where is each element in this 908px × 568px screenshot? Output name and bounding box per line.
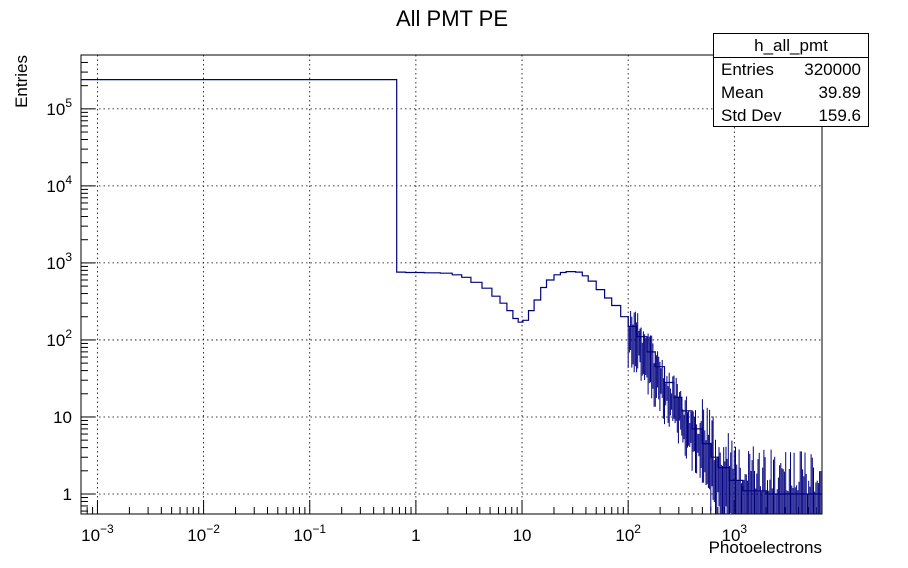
stats-label: Std Dev — [721, 104, 781, 127]
stats-value: 39.89 — [818, 81, 861, 104]
y-tick-label: 10 — [53, 408, 72, 427]
x-tick-label: 10−1 — [293, 522, 326, 545]
stats-value: 320000 — [804, 58, 861, 81]
chart-title: All PMT PE — [396, 6, 508, 31]
stats-row-entries: Entries 320000 — [714, 58, 868, 81]
y-tick-label: 102 — [46, 327, 72, 350]
y-axis-label: Entries — [12, 55, 31, 108]
y-tick-label: 1 — [63, 485, 72, 504]
stats-row-mean: Mean 39.89 — [714, 81, 868, 104]
x-tick-labels: 10−3 10−2 10−1 1 10 102 103 — [81, 522, 747, 545]
stats-row-stddev: Std Dev 159.6 — [714, 104, 868, 127]
x-tick-label: 10 — [513, 526, 532, 545]
x-tick-label: 1 — [411, 526, 420, 545]
x-axis-label: Photoelectrons — [709, 538, 822, 557]
y-tick-label: 104 — [46, 173, 72, 196]
y-tick-label: 103 — [46, 250, 72, 273]
x-tick-label: 10−2 — [187, 522, 220, 545]
stats-label: Entries — [721, 58, 774, 81]
stats-box-title: h_all_pmt — [714, 34, 868, 58]
x-tick-label: 102 — [615, 522, 641, 545]
y-tick-labels: 1 10 102 103 104 105 — [46, 96, 72, 504]
stats-box: h_all_pmt Entries 320000 Mean 39.89 Std … — [713, 33, 869, 127]
x-tick-label: 10−3 — [81, 522, 114, 545]
stats-value: 159.6 — [818, 104, 861, 127]
y-tick-label: 105 — [46, 96, 72, 119]
stats-label: Mean — [721, 81, 764, 104]
